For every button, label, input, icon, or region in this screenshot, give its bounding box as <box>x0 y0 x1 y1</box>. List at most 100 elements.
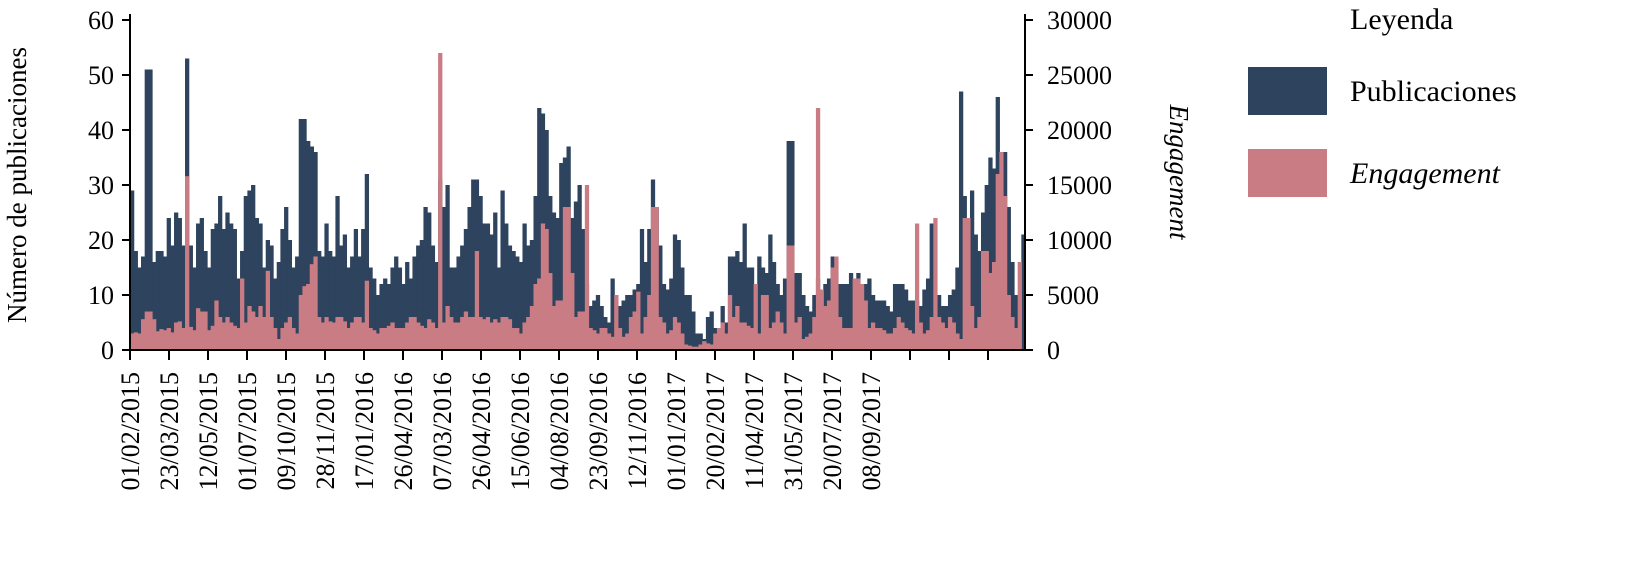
bar-engagement <box>577 311 582 350</box>
bar-engagement <box>804 336 810 350</box>
bar-engagement <box>867 328 872 350</box>
series-publicaciones <box>130 58 1026 350</box>
bar-engagement <box>962 218 967 350</box>
bar-engagement <box>522 322 527 350</box>
bar-engagement <box>342 321 348 350</box>
bar-engagement <box>599 328 604 350</box>
bar-engagement <box>496 322 502 350</box>
bar-engagement <box>434 328 439 350</box>
legend-swatch <box>1248 67 1327 115</box>
bar-publicaciones <box>951 289 956 350</box>
bar-publicaciones <box>881 300 887 350</box>
bar-engagement <box>328 321 333 350</box>
bar-publicaciones <box>742 223 747 350</box>
bar-engagement <box>379 328 384 350</box>
left-axis-tick-label: 30 <box>88 171 114 200</box>
bar-publicaciones <box>522 223 527 350</box>
bar-engagement <box>262 317 267 350</box>
bar-publicaciones <box>705 317 711 350</box>
bar-publicaciones <box>313 152 318 350</box>
bar-engagement <box>449 317 454 350</box>
bar-publicaciones <box>405 262 410 350</box>
bar-engagement <box>782 333 788 350</box>
bar-engagement <box>874 328 879 350</box>
bar-publicaciones <box>225 212 230 350</box>
bar-publicaciones <box>471 179 476 350</box>
bar-engagement <box>445 306 450 350</box>
bar-publicaciones <box>625 295 630 350</box>
bar-engagement <box>232 325 237 350</box>
bar-publicaciones <box>988 157 993 350</box>
bar-engagement <box>269 317 274 350</box>
bar-engagement <box>427 319 432 350</box>
bar-engagement <box>500 317 505 350</box>
x-axis-tick-label: 01/02/2015 <box>116 372 145 490</box>
bar-engagement <box>837 317 843 350</box>
bar-engagement <box>691 346 696 350</box>
bar-engagement <box>903 328 909 350</box>
x-axis-tick-label: 23/09/2016 <box>584 372 613 490</box>
bar-publicaciones <box>665 289 670 350</box>
bar-publicaciones <box>676 240 681 350</box>
bar-engagement <box>133 332 138 350</box>
bar-engagement <box>841 328 846 350</box>
bar-engagement <box>251 311 256 350</box>
bar-publicaciones <box>680 267 685 350</box>
bar-engagement <box>716 328 722 350</box>
bar-publicaciones <box>683 295 689 350</box>
bar-engagement <box>375 333 381 350</box>
bar-publicaciones <box>137 267 142 350</box>
legend-swatch <box>1248 149 1327 197</box>
bar-engagement <box>779 322 784 350</box>
bar-publicaciones <box>973 234 978 350</box>
bar-publicaciones <box>595 295 601 350</box>
bar-engagement <box>966 218 971 350</box>
bar-engagement <box>452 322 458 350</box>
bar-engagement <box>911 333 916 350</box>
bar-publicaciones <box>331 256 337 350</box>
bar-publicaciones <box>284 207 289 350</box>
bar-publicaciones <box>423 207 428 350</box>
bar-engagement <box>636 291 641 350</box>
bar-publicaciones <box>280 229 285 350</box>
left-axis-tick-label: 20 <box>88 226 114 255</box>
bar-engagement <box>339 317 344 350</box>
bar-publicaciones <box>991 168 997 350</box>
bar-engagement <box>335 317 340 350</box>
bar-engagement <box>181 328 186 350</box>
bar-publicaciones <box>383 278 388 350</box>
bar-engagement <box>1014 328 1019 350</box>
bar-engagement <box>878 328 883 350</box>
bar-engagement <box>647 295 652 350</box>
bar-engagement <box>280 328 285 350</box>
left-axis-tick-label: 50 <box>88 61 114 90</box>
bar-publicaciones <box>247 190 252 350</box>
bar-engagement <box>790 245 795 350</box>
bar-engagement <box>595 333 601 350</box>
bar-engagement <box>738 322 744 350</box>
bar-engagement <box>471 317 476 350</box>
bar-engagement <box>174 322 179 350</box>
bar-engagement <box>929 317 934 350</box>
bar-engagement <box>225 317 230 350</box>
bar-engagement <box>654 207 659 350</box>
x-axis-tick-label: 26/04/2016 <box>389 372 418 490</box>
bar-publicaciones <box>430 245 436 350</box>
bar-engagement <box>892 328 898 350</box>
bar-publicaciones <box>907 300 912 350</box>
bar-publicaciones <box>218 196 223 350</box>
bar-engagement <box>540 223 546 350</box>
bar-publicaciones <box>669 278 674 350</box>
bar-publicaciones <box>188 245 193 350</box>
bar-publicaciones <box>463 229 469 350</box>
bar-publicaciones <box>771 262 777 350</box>
bar-publicaciones <box>496 267 502 350</box>
bar-publicaciones <box>804 306 810 350</box>
bar-engagement <box>383 328 388 350</box>
x-axis-tick-label: 12/05/2015 <box>194 372 223 490</box>
axes: 0 10 20 30 40 50 60 0 5000 10000 15000 20000 25000 30… <box>2 6 1194 490</box>
bar-publicaciones <box>955 267 960 350</box>
bar-publicaciones <box>434 262 439 350</box>
bar-engagement <box>592 330 597 350</box>
bar-engagement <box>137 333 142 350</box>
